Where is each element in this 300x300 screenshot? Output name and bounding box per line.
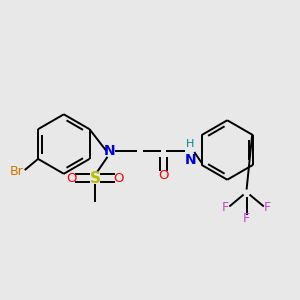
Text: O: O <box>113 172 124 185</box>
Text: F: F <box>222 201 230 214</box>
Text: S: S <box>89 171 100 186</box>
Text: N: N <box>104 145 116 158</box>
Text: O: O <box>158 169 169 182</box>
Text: O: O <box>66 172 76 185</box>
Text: F: F <box>264 201 271 214</box>
Text: F: F <box>243 212 250 225</box>
Text: H: H <box>186 139 194 149</box>
Text: N: N <box>184 153 196 167</box>
Text: Br: Br <box>10 165 23 178</box>
